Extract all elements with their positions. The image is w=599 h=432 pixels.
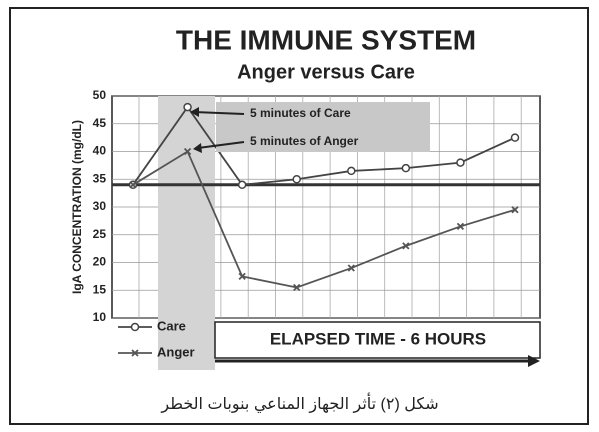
legend: Care Anger (118, 318, 195, 359)
y-tick-label: 40 (93, 144, 107, 158)
y-tick-label: 15 (93, 282, 107, 296)
point (511, 206, 519, 214)
point (347, 264, 355, 272)
y-tick-label: 10 (93, 310, 107, 324)
annotation: 5 minutes of Care (250, 106, 351, 120)
point (238, 272, 246, 281)
legend-label: Care (157, 318, 186, 333)
arrowhead (528, 355, 540, 367)
point (402, 242, 410, 250)
point (237, 180, 247, 190)
y-tick-label: 45 (93, 116, 107, 130)
chart-title: THE IMMUNE SYSTEM (176, 24, 476, 55)
annotation-arrow (193, 111, 245, 115)
y-tick-label: 50 (93, 88, 107, 102)
annotation: 5 minutes of Anger (250, 134, 359, 148)
plot (112, 102, 540, 292)
x-axis-label: ELAPSED TIME - 6 HOURS (270, 329, 486, 348)
point (292, 175, 301, 184)
point (183, 147, 192, 156)
point (510, 133, 520, 142)
series-line (132, 150, 516, 289)
legend-marker (131, 349, 139, 357)
shaded-period (158, 96, 215, 370)
point (293, 283, 301, 292)
point (129, 181, 137, 189)
y-tick-label: 25 (93, 227, 107, 241)
point (401, 163, 411, 173)
y-tick-label: 35 (93, 171, 107, 185)
legend-marker (130, 322, 140, 332)
y-tick-label: 20 (93, 255, 107, 269)
arrowhead (190, 107, 199, 117)
legend-label: Anger (157, 344, 195, 359)
y-axis-label: IgA CONCENTRATION (mg/dL) (70, 120, 84, 294)
x-label-box (214, 321, 541, 359)
series-line (132, 105, 516, 186)
point (183, 102, 192, 112)
arrowhead (193, 143, 202, 153)
annotation-arrow (197, 141, 245, 149)
point (456, 222, 465, 231)
annotation-box (216, 102, 430, 152)
point (347, 166, 356, 176)
chart-subtitle: Anger versus Care (237, 61, 415, 83)
point (456, 158, 465, 167)
caption: شكل (٢) تأثر الجهاز المناعي بنوبات الخطر (160, 392, 438, 414)
y-tick-label: 30 (93, 199, 107, 213)
